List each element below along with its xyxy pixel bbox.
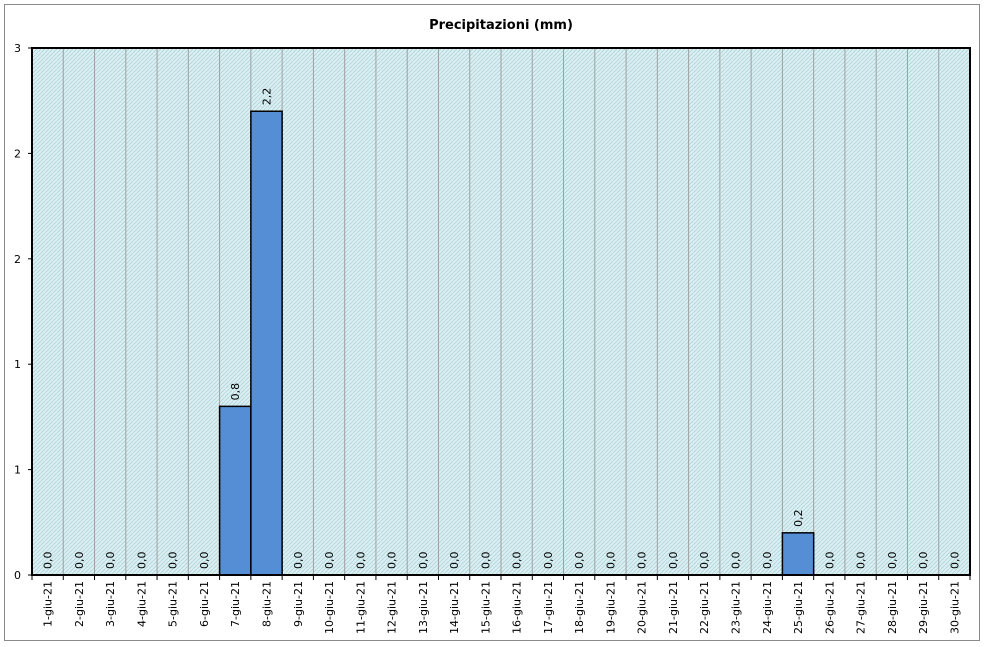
y-tick-label: 1 — [14, 464, 21, 477]
y-tick-label: 1 — [14, 358, 21, 371]
bar-8-giu-21 — [250, 110, 283, 576]
x-tick-label: 28-giu-21 — [886, 581, 899, 634]
data-label: 0,0 — [667, 552, 680, 570]
bar-7-giu-21 — [218, 405, 252, 576]
data-label: 0,0 — [386, 552, 399, 570]
x-tick-label: 1-giu-21 — [42, 581, 55, 627]
y-axis: 0 1 1 2 2 3 — [14, 42, 32, 582]
data-label: 0,0 — [542, 552, 555, 570]
data-label: 0,0 — [104, 552, 117, 570]
x-tick-label: 17-giu-21 — [542, 581, 555, 634]
bar-layer — [218, 110, 815, 576]
x-tick-label: 3-giu-21 — [104, 581, 117, 627]
x-tick-label: 15-giu-21 — [479, 581, 492, 634]
data-label: 0,0 — [636, 552, 649, 570]
x-tick-label: 20-giu-21 — [636, 581, 649, 634]
x-tick-label: 22-giu-21 — [698, 581, 711, 634]
x-tick-label: 21-giu-21 — [667, 581, 680, 634]
data-label: 0,0 — [323, 552, 336, 570]
data-label: 0,0 — [73, 552, 86, 570]
data-label: 0,0 — [730, 552, 743, 570]
chart: Precipitazioni (mm) 0 1 1 2 2 3 1-giu-21 2-giu… — [14, 18, 971, 634]
x-tick-label: 4-giu-21 — [135, 581, 148, 627]
y-tick-label: 2 — [14, 147, 21, 160]
data-label-layer: 0,0 0,0 0,0 0,0 0,0 0,0 0,8 2,2 0,0 0,0 0,0 0,0 0,0 0… — [42, 88, 962, 569]
y-tick-label: 2 — [14, 253, 21, 266]
x-tick-label: 30-giu-21 — [948, 581, 961, 634]
x-tick-label: 16-giu-21 — [511, 581, 524, 634]
data-label: 0,0 — [511, 552, 524, 570]
data-label: 0,8 — [229, 383, 242, 401]
x-tick-label: 19-giu-21 — [604, 581, 617, 634]
data-label: 0,0 — [448, 552, 461, 570]
data-label: 0,0 — [948, 552, 961, 570]
data-label: 0,0 — [573, 552, 586, 570]
grid-layer — [62, 48, 940, 575]
x-tick-label: 6-giu-21 — [198, 581, 211, 627]
x-tick-label: 25-giu-21 — [792, 581, 805, 634]
data-label: 0,0 — [917, 552, 930, 570]
data-label: 0,2 — [792, 509, 805, 527]
data-label: 0,0 — [167, 552, 180, 570]
x-tick-label: 29-giu-21 — [917, 581, 930, 634]
data-label: 0,0 — [479, 552, 492, 570]
data-label: 0,0 — [604, 552, 617, 570]
data-label: 2,2 — [261, 88, 274, 106]
x-tick-label: 27-giu-21 — [855, 581, 868, 634]
x-tick-label: 10-giu-21 — [323, 581, 336, 634]
x-tick-label: 5-giu-21 — [167, 581, 180, 627]
y-tick-label: 0 — [14, 569, 21, 582]
data-label: 0,0 — [698, 552, 711, 570]
x-tick-label: 9-giu-21 — [292, 581, 305, 627]
chart-title: Precipitazioni (mm) — [429, 18, 573, 33]
bar-25-giu-21 — [781, 532, 815, 576]
data-label: 0,0 — [354, 552, 367, 570]
x-tick-label: 23-giu-21 — [730, 581, 743, 634]
x-tick-label: 13-giu-21 — [417, 581, 430, 634]
data-label: 0,0 — [823, 552, 836, 570]
data-label: 0,0 — [855, 552, 868, 570]
y-tick-label: 3 — [14, 42, 21, 55]
x-tick-label: 18-giu-21 — [573, 581, 586, 634]
data-label: 0,0 — [417, 552, 430, 570]
x-tick-label: 7-giu-21 — [229, 581, 242, 627]
data-label: 0,0 — [42, 552, 55, 570]
x-tick-label: 24-giu-21 — [761, 581, 774, 634]
data-label: 0,0 — [135, 552, 148, 570]
x-tick-label: 26-giu-21 — [823, 581, 836, 634]
x-axis: 1-giu-21 2-giu-21 3-giu-21 4-giu-21 5-giu-21… — [31, 575, 971, 634]
data-label: 0,0 — [761, 552, 774, 570]
data-label: 0,0 — [886, 552, 899, 570]
x-tick-label: 8-giu-21 — [261, 581, 274, 627]
x-tick-label: 14-giu-21 — [448, 581, 461, 634]
x-tick-label: 12-giu-21 — [386, 581, 399, 634]
x-tick-label: 11-giu-21 — [354, 581, 367, 634]
chart-frame: Precipitazioni (mm) 0 1 1 2 2 3 1-giu-21 2-giu… — [4, 4, 980, 641]
data-label: 0,0 — [292, 552, 305, 570]
x-tick-label: 2-giu-21 — [73, 581, 86, 627]
data-label: 0,0 — [198, 552, 211, 570]
